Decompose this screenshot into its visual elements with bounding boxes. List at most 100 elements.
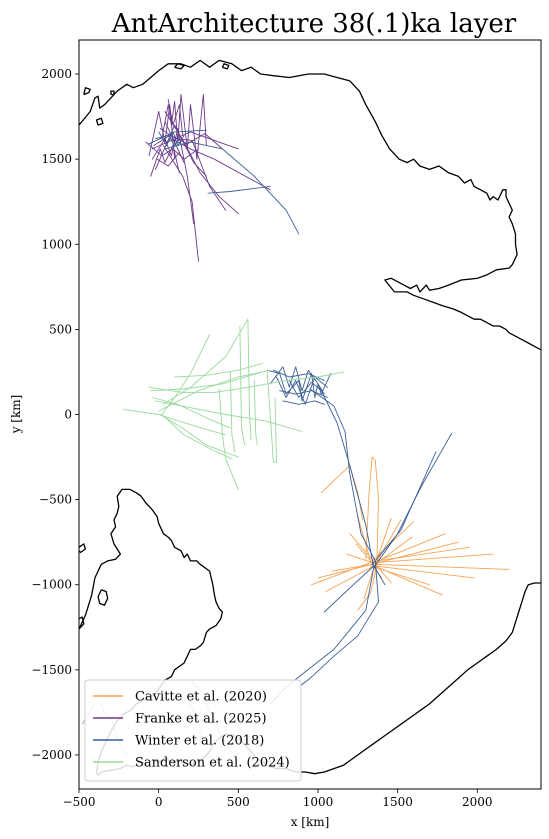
track-line [374, 517, 392, 565]
y-tick-label: 1000 [41, 237, 72, 251]
track-line [159, 414, 239, 458]
x-axis-label: x [km] [291, 815, 330, 829]
track-line [156, 151, 180, 167]
track-line [276, 376, 328, 405]
coastline-6 [83, 87, 91, 96]
track-line [161, 94, 207, 160]
track-line [371, 451, 437, 565]
legend-label: Cavitte et al. (2020) [135, 690, 267, 705]
series-3 [123, 318, 344, 490]
track-line [162, 318, 249, 405]
x-tick-label: 1000 [303, 795, 334, 809]
coastline-10 [221, 63, 230, 70]
track-line [161, 414, 233, 460]
x-tick-label: 0 [155, 795, 163, 809]
y-tick-label: 1500 [41, 152, 72, 166]
coastline-4 [79, 543, 87, 554]
track-line [164, 141, 300, 235]
track-layer [123, 94, 510, 705]
track-line [357, 456, 379, 611]
track-line [123, 408, 227, 436]
track-line [158, 131, 185, 146]
legend: Cavitte et al. (2020) Franke et al. (2025… [84, 679, 302, 782]
track-line [239, 325, 246, 446]
y-tick-label: 500 [49, 322, 72, 336]
track-line [164, 111, 239, 215]
legend-label: Winter et al. (2018) [135, 734, 264, 749]
legend-label: Sanderson et al. (2024) [135, 756, 290, 771]
track-line [370, 565, 430, 586]
legend-box [84, 679, 302, 782]
y-tick-label: −500 [39, 493, 72, 507]
track-line [167, 99, 184, 136]
y-tick-label: −1500 [31, 663, 72, 677]
track-line [161, 334, 211, 415]
plot-area [78, 39, 542, 790]
x-tick-label: −500 [63, 795, 96, 809]
track-line [155, 400, 303, 432]
track-line [174, 362, 263, 378]
y-axis-label: y [km] [9, 395, 23, 435]
track-line [373, 533, 446, 564]
track-line [320, 465, 364, 521]
track-line [155, 134, 180, 146]
track-line [158, 369, 271, 412]
legend-label: Franke et al. (2025) [135, 712, 267, 727]
track-line [346, 553, 373, 564]
series-0 [311, 456, 510, 611]
coastline-0 [79, 59, 541, 351]
track-line [162, 145, 199, 262]
x-axis: −500 0 500 1000 1500 2000 [63, 789, 493, 809]
track-line [207, 185, 271, 194]
track-line [164, 121, 185, 164]
track-line [145, 141, 199, 160]
coastline-9 [174, 63, 185, 70]
track-line [170, 138, 271, 191]
coastline-8 [110, 90, 115, 96]
x-tick-label: 1500 [382, 795, 413, 809]
coastline-5 [79, 616, 85, 630]
track-line [247, 318, 252, 441]
track-line [376, 546, 470, 562]
coastline-3 [97, 589, 109, 606]
coastline-1 [79, 488, 224, 712]
track-line [374, 536, 413, 565]
track-line [363, 567, 375, 599]
x-tick-label: 2000 [462, 795, 493, 809]
track-line [371, 562, 386, 586]
x-tick-label: 500 [227, 795, 250, 809]
y-tick-label: 2000 [41, 67, 72, 81]
y-tick-label: 0 [64, 408, 72, 422]
track-line [148, 371, 344, 393]
track-line [374, 519, 402, 565]
y-tick-label: −1000 [31, 578, 72, 592]
series-2 [148, 129, 453, 705]
y-axis: −2000 −1500 −1000 −500 0 500 1000 1500 2000 [31, 67, 79, 762]
track-line [266, 369, 277, 463]
track-line [376, 565, 392, 584]
plot-frame [78, 39, 542, 790]
track-line [253, 380, 258, 446]
track-line [370, 563, 443, 596]
track-line [288, 380, 322, 398]
track-line [150, 145, 180, 177]
series-1 [145, 94, 271, 262]
track-line [349, 533, 375, 562]
track-line [317, 563, 373, 579]
track-line [153, 133, 223, 150]
track-line [374, 565, 475, 579]
track-line [373, 563, 510, 570]
legend-entries: Cavitte et al. (2020) Franke et al. (2025… [93, 690, 290, 771]
track-line [151, 397, 231, 429]
track-line [159, 128, 227, 211]
coastline-7 [95, 117, 104, 126]
track-line [229, 371, 236, 453]
track-line [371, 541, 459, 565]
chart-title: AntArchitecture 38(.1)ka layer [111, 9, 517, 39]
track-line [331, 563, 373, 572]
track-line [323, 565, 375, 613]
track-line [282, 400, 325, 405]
y-tick-label: −2000 [31, 748, 72, 762]
track-line [325, 565, 375, 592]
